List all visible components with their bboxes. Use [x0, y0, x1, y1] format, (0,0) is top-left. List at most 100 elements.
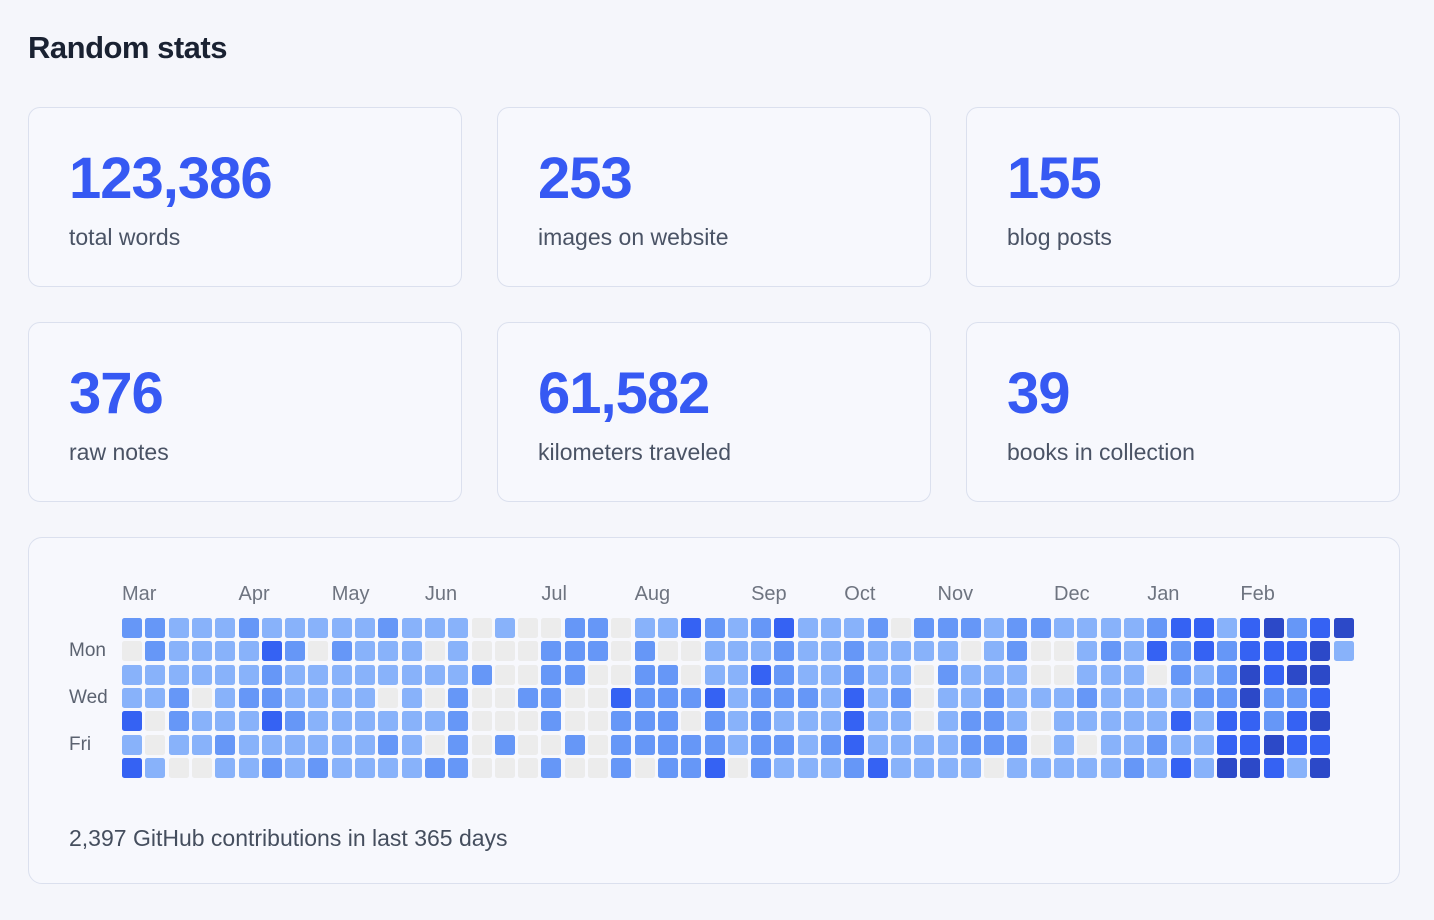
contribution-cell: [751, 734, 772, 755]
contribution-cell: [890, 618, 911, 638]
contribution-cell: [308, 757, 329, 778]
contribution-cell: [378, 711, 399, 732]
contribution-cell: [774, 664, 795, 685]
contribution-cell: [1217, 711, 1238, 732]
contribution-cell: [867, 664, 888, 685]
contribution-cell: [1007, 734, 1028, 755]
contribution-cell: [355, 711, 375, 732]
contribution-cell: [448, 664, 469, 685]
contribution-cell: [1170, 734, 1191, 755]
contribution-cell: [681, 641, 702, 662]
month-label-feb: Feb: [1240, 583, 1275, 605]
contribution-cell: [704, 687, 725, 708]
contribution-cell: [308, 687, 329, 708]
contribution-cell: [1077, 711, 1098, 732]
contribution-cell: [308, 641, 329, 662]
contribution-cell: [1030, 641, 1051, 662]
day-label-mon: Mon: [69, 640, 106, 662]
contribution-cell: [634, 711, 655, 732]
contribution-cell: [704, 618, 725, 638]
contribution-cell: [1007, 641, 1028, 662]
contribution-cell: [1263, 664, 1284, 685]
contribution-cell: [1077, 618, 1098, 638]
contribution-cell: [122, 664, 142, 685]
contribution-cell: [1100, 641, 1121, 662]
contribution-cell: [1123, 687, 1144, 708]
contribution-cell: [1287, 618, 1307, 638]
contribution-cell: [1030, 711, 1051, 732]
contribution-cell: [471, 641, 492, 662]
contribution-cell: [774, 641, 795, 662]
contribution-cell: [1077, 664, 1098, 685]
stat-card-blog-posts: 155 blog posts: [966, 107, 1400, 287]
contribution-cell: [1054, 641, 1074, 662]
contribution-cell: [727, 687, 748, 708]
contribution-cell: [401, 734, 422, 755]
contribution-cell: [1030, 687, 1051, 708]
contribution-cell: [215, 757, 236, 778]
contribution-cell: [355, 618, 375, 638]
contribution-cell: [168, 734, 189, 755]
contribution-cell: [331, 711, 352, 732]
contribution-cell: [1287, 711, 1307, 732]
contribution-cell: [401, 664, 422, 685]
contribution-cell: [611, 687, 632, 708]
contribution-cell: [960, 618, 981, 638]
contribution-cell: [681, 711, 702, 732]
contribution-cell: [1100, 664, 1121, 685]
contribution-cell: [518, 618, 539, 638]
stat-label: books in collection: [1007, 439, 1195, 465]
contribution-cell: [867, 757, 888, 778]
contribution-cell: [1077, 641, 1098, 662]
contribution-cell: [378, 664, 399, 685]
contribution-cell: [494, 757, 515, 778]
contribution-cell: [774, 711, 795, 732]
contribution-cell: [238, 664, 259, 685]
contribution-cell: [937, 641, 958, 662]
contribution-cell: [1100, 711, 1121, 732]
contribution-cell: [1263, 757, 1284, 778]
contribution-cell: [1240, 734, 1261, 755]
contribution-cell: [588, 687, 608, 708]
contribution-cell: [191, 734, 212, 755]
contribution-cell: [984, 641, 1005, 662]
contribution-cell: [588, 734, 608, 755]
contribution-cell: [751, 687, 772, 708]
contribution-cell: [285, 641, 306, 662]
contribution-cell: [727, 618, 748, 638]
contribution-cell: [797, 618, 818, 638]
contribution-cell: [424, 687, 445, 708]
contribution-cell: [261, 664, 282, 685]
month-label-dec: Dec: [1054, 583, 1090, 605]
contribution-cell: [518, 757, 539, 778]
contribution-cell: [191, 641, 212, 662]
contribution-cell: [937, 711, 958, 732]
contribution-cell: [145, 664, 166, 685]
contribution-cell: [168, 687, 189, 708]
contribution-cell: [261, 618, 282, 638]
contribution-cell: [378, 641, 399, 662]
contribution-cell: [494, 687, 515, 708]
contribution-cell: [1193, 757, 1214, 778]
contribution-cell: [867, 687, 888, 708]
contribution-cell: [448, 687, 469, 708]
contribution-cell: [1030, 664, 1051, 685]
contribution-cell: [1170, 641, 1191, 662]
month-label-may: May: [331, 583, 370, 605]
contribution-cell: [634, 618, 655, 638]
contribution-cell: [168, 757, 189, 778]
contribution-cell: [914, 618, 935, 638]
contribution-cell: [1310, 641, 1331, 662]
contribution-cell: [238, 757, 259, 778]
contribution-cell: [285, 687, 306, 708]
contribution-cell: [1030, 734, 1051, 755]
contribution-cell: [564, 664, 585, 685]
contribution-cell: [168, 711, 189, 732]
contribution-cell: [844, 687, 865, 708]
contribution-cell: [1217, 618, 1238, 638]
contribution-cell: [308, 618, 329, 638]
contribution-cell: [1263, 711, 1284, 732]
contribution-cell: [797, 664, 818, 685]
heatmap-day-labels: Mon Wed Fri: [69, 618, 122, 778]
contribution-cell: [611, 711, 632, 732]
